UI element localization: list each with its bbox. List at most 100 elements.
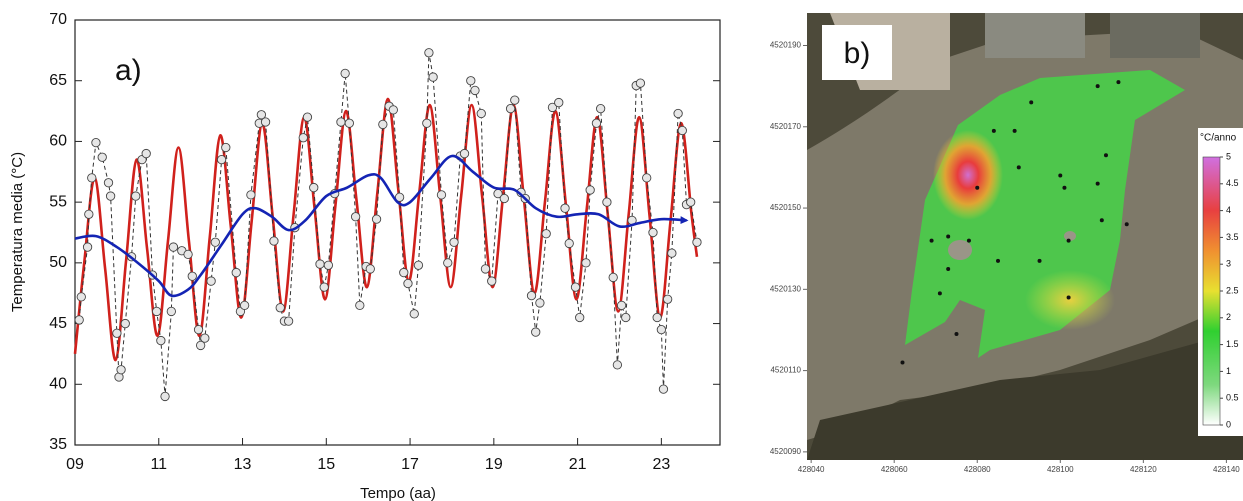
x-tick-label: 428140 — [1213, 465, 1240, 474]
x-tick-label: 17 — [401, 456, 419, 473]
data-point — [575, 312, 585, 323]
data-point — [394, 192, 405, 202]
data-point — [554, 97, 564, 108]
data-point — [112, 328, 122, 338]
x-tick-label: 11 — [150, 456, 167, 473]
sample-point — [1062, 185, 1067, 190]
panel-label: b) — [844, 37, 871, 70]
data-point — [591, 118, 602, 128]
data-point — [319, 282, 329, 292]
sample-point — [900, 360, 905, 365]
data-point — [652, 312, 662, 323]
y-tick-label: 60 — [49, 133, 67, 150]
data-point — [216, 154, 227, 165]
x-tick-label: 428120 — [1130, 465, 1157, 474]
y-tick-label: 4520090 — [770, 447, 802, 456]
sample-point — [975, 185, 980, 190]
data-point — [570, 282, 581, 292]
data-point — [340, 68, 350, 79]
data-point — [116, 365, 126, 375]
data-point — [662, 294, 673, 304]
data-point — [686, 197, 696, 207]
sample-point — [946, 267, 951, 272]
data-point — [505, 103, 516, 114]
sample-point — [1095, 181, 1100, 186]
y-tick-label: 4520110 — [770, 366, 801, 375]
data-point — [87, 173, 97, 183]
colorbar — [1202, 156, 1221, 426]
data-point — [692, 237, 702, 247]
data-point — [621, 312, 631, 323]
data-point — [422, 118, 432, 128]
x-tick-label: 15 — [317, 456, 335, 473]
data-point — [160, 391, 170, 402]
data-point — [436, 190, 447, 200]
series-line — [74, 154, 689, 298]
sample-point — [1095, 84, 1100, 89]
data-point — [168, 242, 179, 252]
data-point — [564, 238, 574, 249]
sample-point — [991, 128, 996, 133]
series-line — [73, 97, 699, 362]
x-tick-label: 428060 — [881, 465, 908, 474]
data-point — [246, 190, 256, 200]
data-point — [642, 173, 652, 183]
sample-point — [1016, 165, 1021, 170]
colorbar-title: °C/anno — [1200, 133, 1237, 144]
data-point — [76, 292, 86, 302]
sample-point — [946, 234, 951, 239]
data-point — [656, 324, 667, 335]
sample-point — [937, 291, 942, 296]
y-tick-label: 55 — [49, 193, 67, 210]
data-point — [403, 278, 413, 289]
colorbar-tick-label: 3 — [1226, 259, 1231, 269]
data-point — [388, 105, 398, 115]
data-point — [105, 191, 116, 201]
colorbar-tick-label: 5 — [1226, 151, 1231, 161]
data-point — [459, 148, 470, 159]
sample-point — [996, 258, 1001, 263]
data-point — [350, 212, 361, 222]
data-point — [677, 125, 687, 136]
colorbar-tick-label: 2 — [1226, 312, 1231, 322]
data-point — [210, 237, 220, 247]
panel-b: b) °C/anno — [807, 13, 1243, 460]
x-tick-label: 428080 — [964, 465, 991, 474]
data-point — [120, 318, 130, 329]
data-point — [84, 209, 94, 219]
data-point — [413, 260, 424, 270]
data-point — [323, 260, 334, 270]
data-point — [131, 191, 141, 201]
data-point — [487, 276, 497, 286]
data-point — [141, 148, 151, 159]
data-point — [256, 110, 267, 120]
data-point — [673, 108, 683, 119]
data-point — [152, 306, 162, 317]
data-point — [183, 249, 193, 260]
data-point — [97, 152, 107, 162]
x-tick-label: 09 — [66, 456, 84, 473]
data-point — [103, 178, 114, 188]
sample-point — [1066, 238, 1071, 243]
data-point — [535, 298, 545, 308]
data-point — [635, 78, 646, 88]
x-tick-label: 428040 — [798, 465, 825, 474]
sample-point — [954, 332, 959, 337]
sample-point — [1099, 218, 1104, 223]
x-tick-label: 428100 — [1047, 465, 1074, 474]
data-point — [378, 119, 388, 130]
data-point — [409, 309, 419, 319]
data-point — [298, 133, 308, 143]
panel-a: a) Tempo (aa) Temperatura media (°C) — [9, 19, 721, 501]
data-point — [231, 267, 241, 278]
data-point — [443, 258, 453, 268]
data-point — [336, 117, 346, 127]
map-image — [807, 13, 1243, 460]
data-point — [531, 327, 541, 337]
y-tick-label: 4520190 — [770, 41, 802, 50]
data-point — [74, 315, 84, 325]
data-point — [195, 340, 206, 351]
sample-point — [1058, 173, 1063, 178]
